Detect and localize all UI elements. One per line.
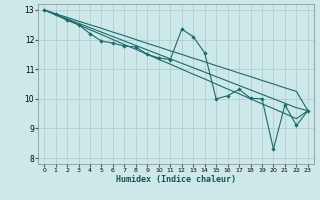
X-axis label: Humidex (Indice chaleur): Humidex (Indice chaleur) [116, 175, 236, 184]
